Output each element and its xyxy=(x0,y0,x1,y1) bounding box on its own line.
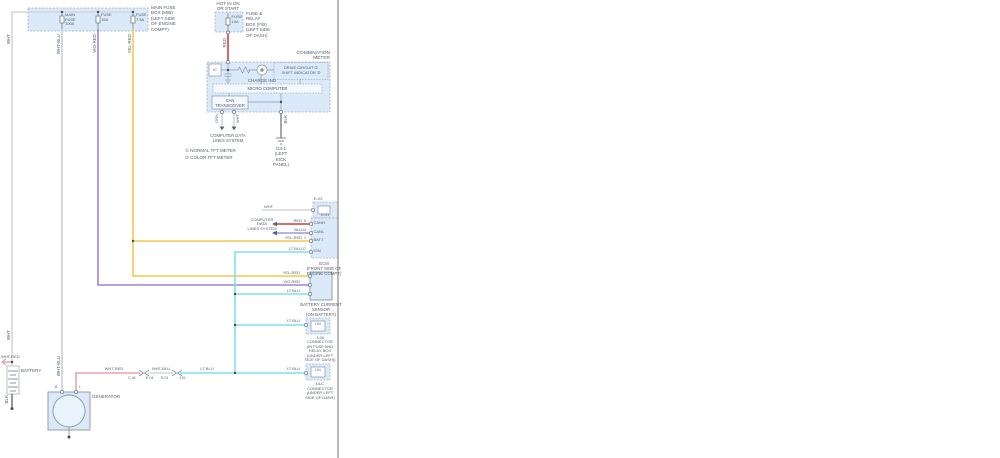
generator-pin-b: B xyxy=(55,384,58,389)
wire-label-sensor-vio: VIO-RED xyxy=(283,278,300,284)
ground-symbol-meter xyxy=(276,137,286,145)
wire-label-seg3: LT BLU xyxy=(200,365,214,371)
drive-circuit-box xyxy=(273,62,329,80)
fuse-label-7-5a: FUSE 7.5A xyxy=(136,12,147,22)
wire-label-grn-can: GRN xyxy=(214,114,219,123)
fuse-relay-box-label: FUSE & RELAY BOX (F/B) (LEFT SIDE OF DAS… xyxy=(246,11,271,38)
wire-yel-red xyxy=(132,29,311,277)
connector1-right-label: E-04 xyxy=(146,375,154,380)
ecm-pin-name-canl: CANL xyxy=(313,229,325,234)
wire-label-wht-can: WHT xyxy=(235,114,240,124)
ground-label-g41: G4-1 (LEFT KICK PANEL) xyxy=(273,146,289,168)
battery-sensor-caption: BATTERY CURRENT SENSOR (ON BATTERY) xyxy=(300,302,342,318)
can-transceiver-label: CAN TRANSCEIVER xyxy=(215,97,245,108)
main-fuse-box-label: MAIN FUSE BOX (M/B) (LEFT SIDE OF ENGINE… xyxy=(151,5,176,32)
ecm-connector-label: E-01 xyxy=(321,211,330,217)
combination-meter-title: COMBINATION METER xyxy=(296,50,331,62)
wire-label-seg1: WHT-RED xyxy=(104,365,124,371)
fuse-label-10a: FUSE 10A xyxy=(231,14,243,24)
wire-label-seg2: WHT-BLU xyxy=(152,365,170,371)
wire-label-sensor-yel: YEL-RED xyxy=(282,269,300,275)
jc1-caption: J-06 CONNECTOR (IN FUSE AND RELAY BOX (U… xyxy=(304,335,336,363)
pin-number-canl: 14 xyxy=(302,227,306,232)
hot-in-on-label: HOT IN ON OR START xyxy=(216,0,240,11)
wire-label-offpage: WHT-RED xyxy=(1,354,20,359)
connector-pins xyxy=(60,30,315,394)
jc2-caption: DLC CONNECTOR (UNDER LEFT SIDE OF DASH) xyxy=(305,381,335,401)
resistor-symbol xyxy=(237,66,251,74)
ic-label: IC xyxy=(213,66,217,72)
fuse-label-main: MAIN FUSE 100A xyxy=(65,12,76,27)
connector1-left-label: C-04 xyxy=(128,375,136,380)
wire-label-blk-battery: BLK xyxy=(4,395,9,404)
wire-label-canh: RED xyxy=(293,217,302,223)
jc1-element xyxy=(310,320,326,332)
generator-symbol xyxy=(52,394,86,428)
data-line-arrows xyxy=(219,126,277,236)
connector2-left-label: E-01 xyxy=(161,375,169,380)
wire-label-wht-condenser: WHT xyxy=(264,203,274,209)
pin-number-ign: 17 xyxy=(302,246,306,251)
generator-label: GENERATOR xyxy=(92,393,121,399)
ecm-pin-name-canh: CANH xyxy=(313,220,325,225)
footnotes: ① NORMAL TFT METER ② COLOR TFT METER xyxy=(185,148,236,161)
jc2-element xyxy=(310,366,326,378)
battery-label: BATTERY xyxy=(21,367,42,373)
offpage-arrow xyxy=(1,358,7,366)
can-transceiver-box xyxy=(211,95,249,110)
wire-label-wht-bottom: WHT xyxy=(6,330,11,341)
wire-label-jc1: LT BLU xyxy=(286,318,300,323)
wire-lt-blu-lin xyxy=(180,251,311,374)
wire-label-jc2: LT BLU xyxy=(286,366,300,371)
drive-circuit-label: DRIVE CIRCUIT ① SHIFT INDICATOR ② xyxy=(281,64,321,75)
wire-label-wht-blu-bottom: WHT-BLU xyxy=(56,356,61,377)
ecm-box xyxy=(310,217,339,259)
wire-label-batt: YEL-RED xyxy=(284,234,302,240)
micro-computer-box xyxy=(212,83,323,94)
wire-wht-main xyxy=(11,11,133,366)
wiring-diagram-canvas xyxy=(1,0,339,458)
wire-label-wht-blu-top: WHT-BLU xyxy=(56,34,61,55)
wire-vio-red xyxy=(97,29,310,286)
wire-can-meter xyxy=(221,112,235,126)
ecm-caption: ECM (FRONT SIDE OF ENGINE COMPT) xyxy=(306,260,342,276)
computer-data-lines-label-meter: COMPUTER DATA LINES SYSTEM xyxy=(210,133,246,144)
wire-label-red: RED xyxy=(222,38,227,48)
condenser-connector-label: E-02 xyxy=(314,195,323,201)
wire-label-canl: BLU xyxy=(294,226,302,232)
wire-label-ign: LT BLU xyxy=(288,245,302,251)
wire-wht-red xyxy=(2,361,140,392)
wire-label-blk-meter: BLK xyxy=(283,115,288,124)
wire-label-yel-red: YEL-RED xyxy=(127,34,132,54)
inline-connector-symbols xyxy=(1,358,183,377)
jc1-element-label: LIN xyxy=(315,321,321,326)
battery-symbol xyxy=(6,365,20,395)
ecm-pin-name-ign: IGN xyxy=(313,248,321,253)
fuse-label-15a: FUSE 15A xyxy=(101,12,112,22)
capacitor-ground-symbol xyxy=(224,70,232,85)
junction-dots xyxy=(10,10,283,439)
wire-label-sensor-ltblu: LT BLU xyxy=(286,287,300,293)
wire-label-vio-red: VIO-RED xyxy=(92,34,97,53)
computer-data-lines-label-ecm: COMPUTER DATA LINES SYSTEM xyxy=(247,216,277,231)
charge-indicator-label: CHARGE IND xyxy=(247,77,277,83)
condenser-element xyxy=(317,205,331,215)
fuse-symbols xyxy=(59,12,231,32)
ecm-pin-name-batt: BATT xyxy=(313,237,324,242)
main-fuse-box xyxy=(27,7,149,32)
wire-label-wht-top: WHT xyxy=(6,34,11,45)
generator-pin-l: L xyxy=(79,384,81,389)
pin-number-batt: 1 xyxy=(304,235,306,240)
micro-computer-label: MICRO COMPUTER xyxy=(247,85,288,91)
pin-number-canh: 6 xyxy=(304,218,306,223)
connector2-right-label: J-01 xyxy=(179,375,186,380)
jc2-element-label: LIN xyxy=(315,367,321,372)
